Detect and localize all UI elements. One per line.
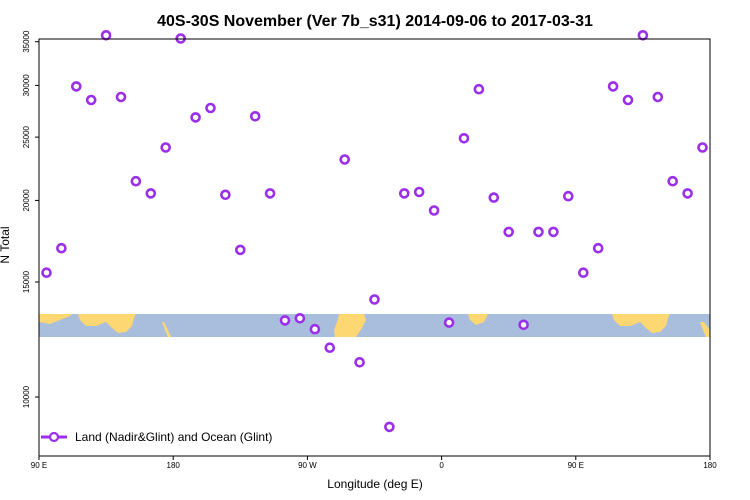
data-point	[637, 29, 649, 41]
data-point	[130, 175, 142, 187]
data-point	[488, 192, 500, 203]
x-axis-ticks: 90 E 180 90 W 0 90 E 180	[31, 456, 717, 470]
y-axis-ticks: 10000 15000 20000 25000 30000 35000	[22, 30, 39, 408]
data-point	[56, 242, 67, 254]
data-point	[205, 102, 216, 114]
new-zealand-landmass	[700, 322, 710, 337]
world-map-strip	[39, 314, 710, 337]
data-point	[667, 175, 679, 187]
y-axis-title: N Total	[0, 226, 12, 263]
y-tick-label: 35000	[22, 30, 31, 53]
data-point	[354, 356, 365, 368]
data-point	[443, 317, 455, 328]
data-point	[85, 94, 97, 106]
data-point	[160, 142, 171, 153]
data-point	[518, 319, 529, 331]
data-point	[384, 421, 395, 433]
data-point	[503, 226, 515, 238]
data-point	[592, 242, 604, 254]
data-point	[577, 267, 589, 279]
africa-landmass	[468, 314, 488, 325]
australia-landmass	[39, 314, 72, 324]
y-tick-label: 20000	[22, 189, 31, 212]
y-tick-label: 25000	[22, 125, 31, 148]
data-point	[190, 112, 201, 123]
x-tick-label: 90 E	[568, 461, 584, 470]
data-point	[235, 244, 246, 256]
data-points	[41, 29, 708, 433]
data-point	[562, 190, 574, 202]
data-point	[294, 312, 306, 324]
data-point	[339, 154, 351, 165]
data-point	[324, 342, 336, 354]
legend: Land (Nadir&Glint) and Ocean (Glint)	[41, 430, 272, 444]
chart-title: 40S-30S November (Ver 7b_s31) 2014-09-06…	[157, 13, 593, 30]
x-tick-label: 180	[167, 461, 181, 470]
x-tick-label: 180	[703, 461, 717, 470]
data-point	[249, 111, 261, 122]
data-point	[473, 83, 485, 95]
data-point	[548, 226, 559, 238]
y-tick-label: 10000	[22, 385, 31, 408]
data-point	[622, 94, 634, 106]
data-point	[697, 142, 708, 153]
data-point	[413, 186, 425, 198]
x-tick-label: 90 W	[298, 461, 317, 470]
data-point	[607, 81, 619, 92]
data-point	[71, 81, 82, 92]
y-tick-label: 15000	[22, 270, 31, 293]
data-point	[682, 188, 693, 199]
data-point	[264, 188, 276, 199]
data-point	[458, 133, 470, 144]
data-point	[41, 267, 52, 279]
ocean-band	[39, 314, 710, 337]
x-tick-label: 0	[439, 461, 444, 470]
data-point	[428, 205, 440, 216]
data-point	[145, 188, 157, 199]
australia-landmass	[78, 314, 136, 333]
data-point	[100, 29, 112, 41]
data-point	[115, 91, 127, 103]
y-tick-label: 30000	[22, 74, 31, 97]
data-point	[309, 323, 321, 335]
data-point	[369, 294, 380, 305]
legend-marker-swatch	[48, 431, 60, 443]
data-point	[398, 188, 410, 199]
south-america-landmass	[334, 314, 366, 337]
data-point	[220, 189, 231, 201]
plot-frame	[38, 38, 711, 457]
new-zealand-landmass	[162, 322, 171, 337]
australia-landmass	[612, 314, 670, 333]
data-point	[533, 226, 544, 238]
data-point	[279, 315, 291, 326]
x-tick-label: 90 E	[31, 461, 47, 470]
x-axis-title: Longitude (deg E)	[327, 477, 422, 491]
legend-label: Land (Nadir&Glint) and Ocean (Glint)	[75, 430, 272, 444]
data-point	[652, 91, 664, 103]
